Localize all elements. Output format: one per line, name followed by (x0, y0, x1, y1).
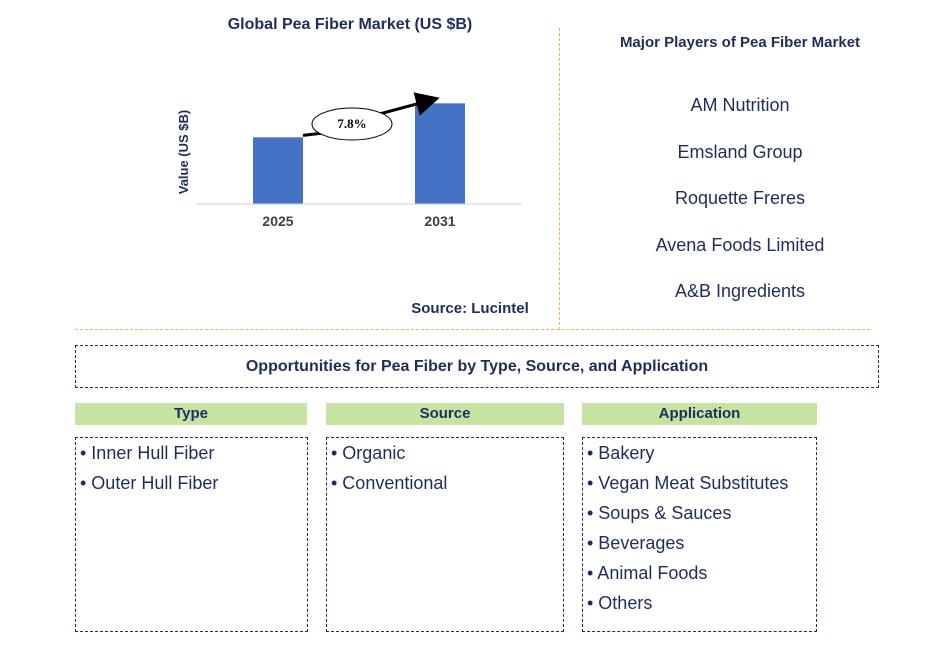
list-item: • Others (587, 593, 653, 613)
type-header: Type (75, 403, 307, 425)
source-header: Source (326, 403, 564, 425)
list-item: • Animal Foods (587, 563, 708, 583)
players-list: AM Nutrition Emsland Group Roquette Frer… (590, 92, 890, 325)
list-item: • Soups & Sauces (587, 503, 732, 523)
player-item: AM Nutrition (690, 95, 790, 115)
y-axis-label: Value (US $B) (176, 110, 191, 195)
bar-chart: 2025 2031 Value (US $B) 7.8% (176, 92, 522, 229)
player-item: Emsland Group (677, 141, 803, 162)
list-item: • Conventional (331, 473, 448, 493)
x-tick-label: 2025 (262, 213, 293, 229)
type-list: • Inner Hull Fiber • Outer Hull Fiber (75, 437, 308, 632)
chart-title: Global Pea Fiber Market (US $B) (227, 16, 473, 33)
players-title: Major Players of Pea Fiber Market (619, 34, 861, 51)
bar-2025 (253, 137, 303, 204)
list-item: • Beverages (587, 533, 685, 553)
list-item: • Organic (331, 443, 406, 463)
source-label: Source: Lucintel (411, 300, 529, 317)
list-item: • Vegan Meat Substitutes (587, 473, 789, 493)
player-item: A&B Ingredients (674, 281, 806, 301)
application-list: • Bakery • Vegan Meat Substitutes • Soup… (582, 437, 817, 632)
horizontal-divider (75, 329, 870, 330)
vertical-divider (559, 28, 560, 330)
player-item: Avena Foods Limited (655, 234, 825, 255)
list-item: • Outer Hull Fiber (80, 473, 219, 493)
source-list: • Organic • Conventional (326, 437, 564, 632)
opportunities-title: Opportunities for Pea Fiber by Type, Sou… (75, 345, 879, 388)
x-tick-label: 2031 (424, 213, 455, 229)
list-item: • Bakery (587, 443, 655, 463)
application-header: Application (582, 403, 817, 425)
player-item: Roquette Freres (674, 188, 806, 208)
bar-2031 (415, 103, 465, 204)
list-item: • Inner Hull Fiber (80, 443, 215, 463)
cagr-label: 7.8% (337, 116, 366, 131)
cagr-ellipse (311, 107, 393, 141)
